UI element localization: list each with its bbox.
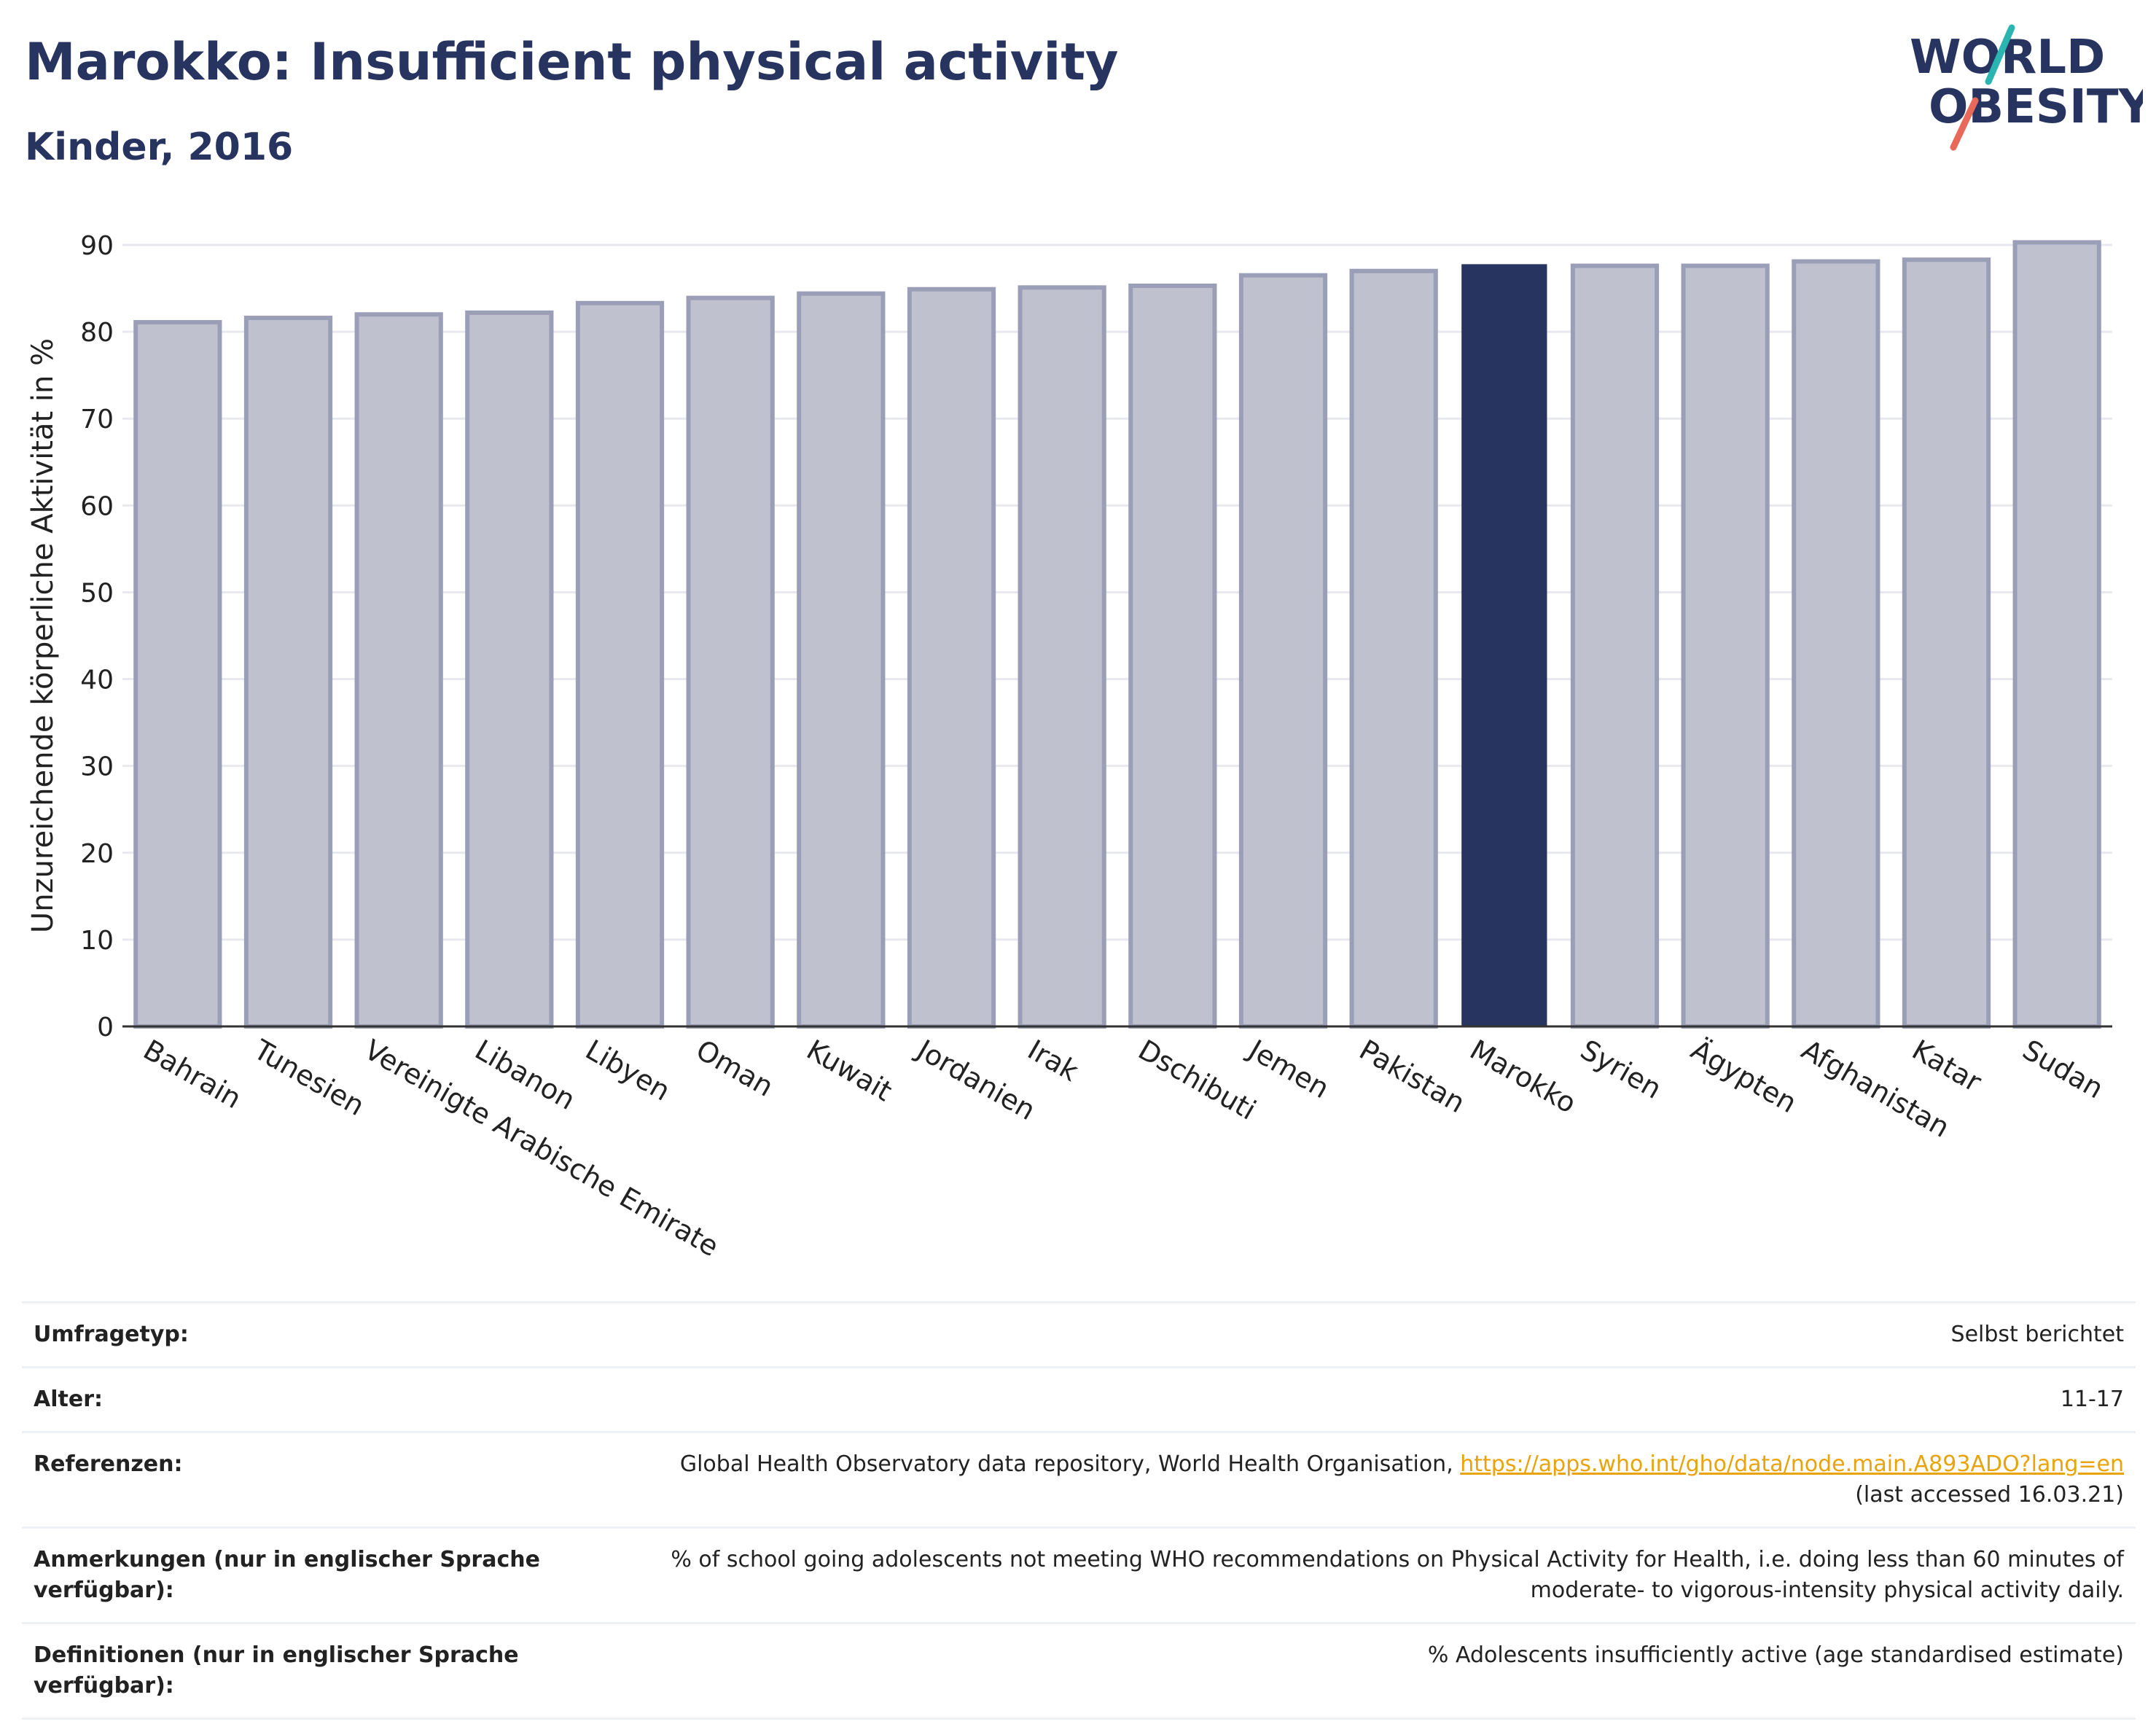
x-tick-label: Ägypten [1686,1034,1802,1120]
x-tick-label: Pakistan [1354,1034,1471,1120]
world-obesity-logo-graphic: WORLD OBESITY [1910,24,2152,151]
world-obesity-logo: WORLD OBESITY [1902,22,2152,153]
bar-dschibuti [1128,283,1217,1029]
y-tick-label: 40 [80,666,114,695]
y-tick-label: 70 [80,405,114,434]
y-tick-label: 80 [80,318,114,348]
x-tick-label: Jordanien [910,1033,1041,1127]
y-tick-label: 30 [80,752,114,782]
y-axis-ticks: 0 10 20 30 40 50 60 70 80 90 [80,231,114,1042]
x-tick-label: Oman [691,1034,779,1103]
bar-jemen [1238,273,1328,1029]
survey-type-label: Umfragetyp: [34,1322,189,1347]
references-label: Referenzen: [34,1451,183,1477]
survey-type-value: Selbst berichtet [1950,1322,2124,1347]
bar-marokko [1461,264,1547,1028]
logo-slash-red [1950,97,1979,151]
chart-subtitle: Kinder, 2016 [25,125,294,169]
x-tick-label: Sudan [2018,1034,2109,1105]
meta-row-age: Alter: 11-17 [22,1366,2136,1431]
meta-row-definitions: Definitionen (nur in englischer Sprache … [22,1622,2136,1720]
x-tick-label: Jemen [1242,1033,1335,1105]
bar-syrien [1570,263,1660,1029]
bar-oman [686,295,775,1029]
bar-tunesien [243,316,333,1029]
definitions-label: Definitionen (nur in englischer Sprache … [34,1642,519,1699]
y-axis-label: Unzureichende körperliche Aktivität in % [26,338,60,933]
bar-bahrain [133,320,222,1029]
bar-kuwait [797,291,886,1029]
bar-afghanistan [1792,259,1880,1029]
references-value: Global Health Observatory data repositor… [558,1449,2124,1510]
bar-libanon [465,310,554,1029]
notes-label: Anmerkungen (nur in englischer Sprache v… [34,1547,540,1603]
definitions-value: % Adolescents insufficiently active (age… [1427,1642,2124,1668]
y-tick-label: 10 [80,926,114,956]
x-tick-label: Kuwait [801,1034,897,1108]
bar-vereinigte-arabische-emirate [354,312,443,1029]
bars [133,240,2101,1029]
age-value: 11-17 [2060,1387,2124,1412]
references-text: Global Health Observatory data repositor… [679,1451,1461,1477]
y-tick-label: 90 [80,231,114,261]
meta-row-survey: Umfragetyp: Selbst berichtet [22,1301,2136,1366]
y-tick-label: 60 [80,491,114,521]
bar-jordanien [907,286,996,1029]
references-accessed: (last accessed 16.03.21) [1855,1482,2124,1508]
bar-ägypten [1681,263,1770,1029]
x-tick-label: Libyen [580,1034,676,1107]
chart-title: Marokko: Insufficient physical activity [25,32,1119,92]
bar-libyen [575,300,665,1029]
x-tick-label: Syrien [1575,1034,1667,1105]
bar-irak [1018,285,1106,1029]
x-tick-label: Tunesien [248,1033,370,1122]
x-tick-label: Katar [1907,1034,1987,1099]
y-tick-label: 20 [80,839,114,869]
age-label: Alter: [34,1387,103,1412]
notes-value: % of school going adolescents not meetin… [671,1547,2124,1603]
bar-chart: 0 10 20 30 40 50 60 70 80 90 Bahrain TunesienVerei… [26,231,2112,1263]
bar-sudan [2012,240,2101,1029]
x-tick-label: Bahrain [138,1034,246,1115]
x-tick-label: Marokko [1464,1034,1582,1120]
x-tick-label: Dschibuti [1133,1034,1261,1126]
bar-katar [1902,257,1991,1029]
bar-pakistan [1349,268,1438,1029]
y-tick-label: 0 [97,1013,114,1042]
metadata-table: Umfragetyp: Selbst berichtet Alter: 11-1… [22,1301,2136,1720]
logo-slash-teal [1985,24,2015,85]
meta-row-references: Referenzen: Global Health Observatory da… [22,1431,2136,1527]
meta-row-notes: Anmerkungen (nur in englischer Sprache v… [22,1527,2136,1622]
references-link[interactable]: https://apps.who.int/gho/data/node.main.… [1460,1451,2124,1477]
x-tick-label: Irak [1023,1034,1084,1088]
y-tick-label: 50 [80,578,114,608]
